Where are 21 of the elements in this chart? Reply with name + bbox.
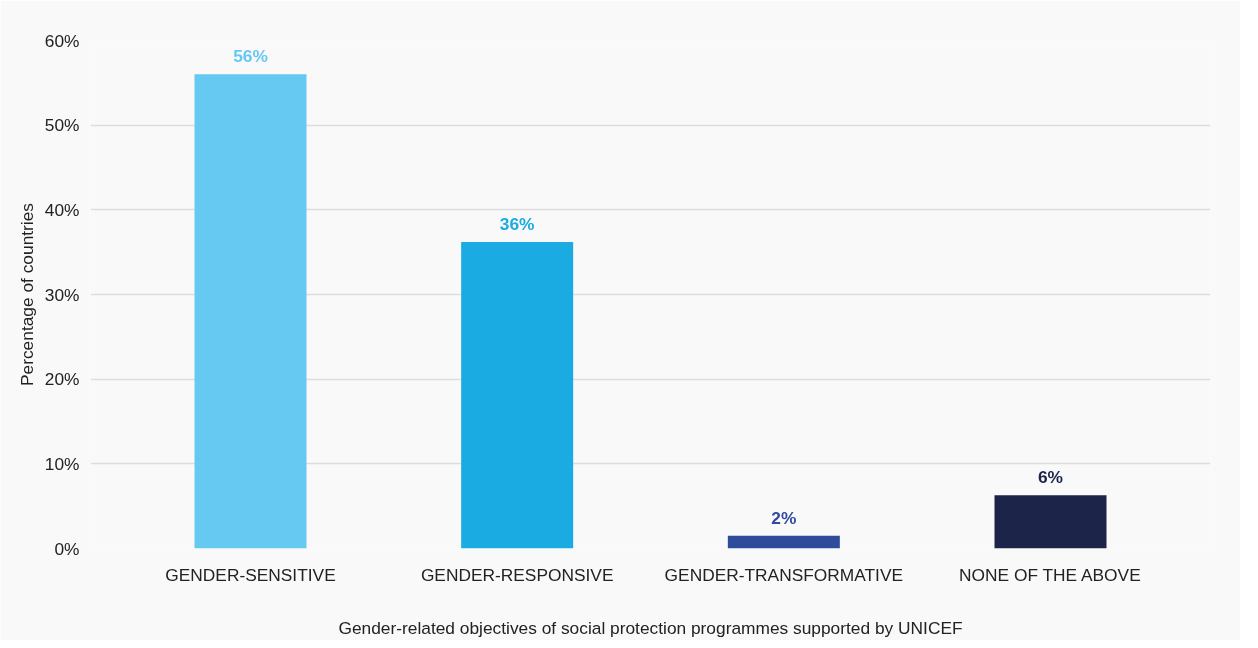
y-tick-label: 40% (44, 199, 80, 220)
bar (461, 242, 574, 549)
x-tick-label: NONE OF THE ABOVE (959, 564, 1141, 585)
y-tick-label: 60% (44, 30, 80, 51)
bar (727, 535, 840, 549)
x-tick-label: GENDER-RESPONSIVE (420, 564, 614, 585)
x-tick-label: GENDER-TRANSFORMATIVE (664, 564, 904, 585)
y-tick-label: 20% (44, 369, 80, 390)
x-axis-title: Gender-related objectives of social protection programmes supported by UNICEF (338, 617, 963, 638)
bar (994, 495, 1107, 549)
y-axis-title: Percentage of countries (16, 202, 37, 387)
y-tick-label: 0% (54, 538, 80, 559)
y-tick-label: 10% (44, 453, 80, 474)
y-tick-label: 50% (44, 115, 80, 136)
bar (194, 74, 307, 549)
data-label: 6% (1037, 467, 1064, 488)
data-label: 2% (771, 507, 797, 528)
x-tick-label: GENDER-SENSITIVE (165, 564, 336, 585)
data-label: 56% (233, 46, 268, 67)
y-tick-label: 30% (44, 284, 80, 305)
data-label: 36% (499, 214, 535, 235)
